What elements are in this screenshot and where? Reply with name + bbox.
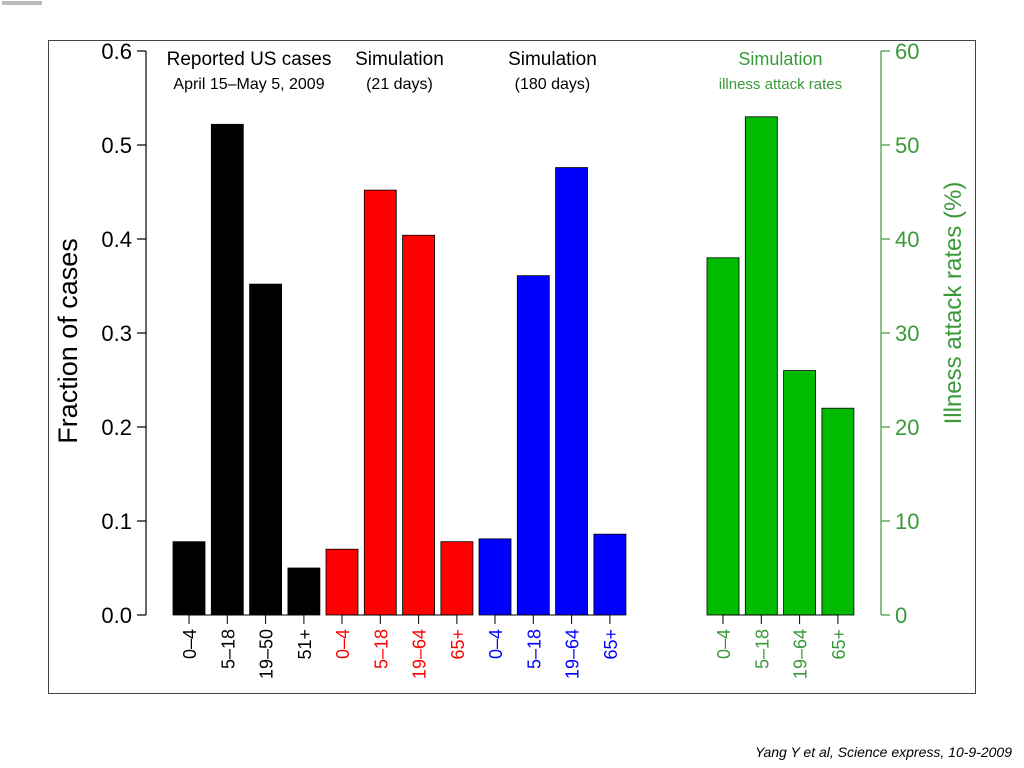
bar bbox=[783, 370, 816, 616]
bar bbox=[325, 548, 359, 616]
right-axis-tick-label: 60 bbox=[895, 41, 919, 64]
left-axis-tick-label: 0.3 bbox=[101, 321, 132, 346]
bar bbox=[172, 541, 206, 616]
bar bbox=[363, 189, 397, 616]
left-axis-tick-label: 0.0 bbox=[101, 603, 132, 628]
group-title-line2: (21 days) bbox=[366, 76, 433, 93]
category-label: 19–64 bbox=[791, 629, 811, 679]
category-label: 5–18 bbox=[752, 629, 772, 669]
left-axis-tick-label: 0.4 bbox=[101, 227, 132, 252]
bar bbox=[440, 541, 474, 616]
bar bbox=[478, 538, 512, 616]
category-label: 19–64 bbox=[563, 629, 583, 679]
bar bbox=[402, 234, 436, 616]
bar bbox=[249, 283, 283, 616]
left-axis-tick-label: 0.6 bbox=[101, 41, 132, 64]
left-axis-tick-label: 0.1 bbox=[101, 509, 132, 534]
category-label: 0–4 bbox=[333, 629, 353, 659]
chart-frame: 0.0 0.1 0.2 0.3 0.4 0.5 0.6 Fraction of cases 0 1… bbox=[48, 40, 976, 694]
category-label: 0–4 bbox=[714, 629, 734, 659]
left-axis-label: Fraction of cases bbox=[53, 238, 83, 444]
category-label: 65+ bbox=[601, 629, 621, 660]
category-label: 19–50 bbox=[257, 629, 277, 679]
category-label: 51+ bbox=[295, 629, 315, 660]
group-title-line1: Simulation bbox=[355, 49, 444, 70]
right-axis-tick-label: 30 bbox=[895, 321, 919, 346]
right-axis-tick-label: 0 bbox=[895, 603, 907, 628]
bar bbox=[593, 533, 627, 616]
category-label: 5–18 bbox=[524, 629, 544, 669]
right-axis-tick-label: 50 bbox=[895, 133, 919, 158]
right-axis-label: Illness attack rates (%) bbox=[940, 182, 967, 425]
group-title-line1: Simulation bbox=[508, 49, 597, 70]
right-axis-tick-label: 20 bbox=[895, 415, 919, 440]
category-label: 65+ bbox=[829, 629, 849, 660]
bar bbox=[821, 407, 855, 616]
category-label: 5–18 bbox=[218, 629, 238, 669]
category-label: 0–4 bbox=[486, 629, 506, 659]
left-axis-tick-label: 0.5 bbox=[101, 133, 132, 158]
group-title-line2: April 15–May 5, 2009 bbox=[173, 76, 324, 93]
right-axis-tick-label: 10 bbox=[895, 509, 919, 534]
right-axis-tick-label: 40 bbox=[895, 227, 919, 252]
category-label: 5–18 bbox=[371, 629, 391, 669]
category-label: 65+ bbox=[448, 629, 468, 660]
bar-chart: 0.0 0.1 0.2 0.3 0.4 0.5 0.6 Fraction of cases 0 1… bbox=[53, 41, 967, 679]
bar bbox=[555, 167, 589, 616]
bar bbox=[210, 123, 244, 616]
citation: Yang Y et al, Science express, 10-9-2009 bbox=[755, 744, 1012, 760]
bar bbox=[287, 567, 321, 616]
slide-corner-mark bbox=[2, 1, 42, 5]
group-title-line2: illness attack rates bbox=[719, 76, 842, 93]
group-title-line2: (180 days) bbox=[515, 76, 591, 93]
group-title-line1: Simulation bbox=[738, 49, 822, 69]
bar bbox=[706, 257, 740, 616]
category-label: 19–64 bbox=[410, 629, 430, 679]
left-axis-tick-label: 0.2 bbox=[101, 415, 132, 440]
bar bbox=[744, 116, 778, 616]
bar bbox=[516, 275, 550, 616]
group-title-line1: Reported US cases bbox=[167, 49, 332, 70]
category-label: 0–4 bbox=[180, 629, 200, 659]
